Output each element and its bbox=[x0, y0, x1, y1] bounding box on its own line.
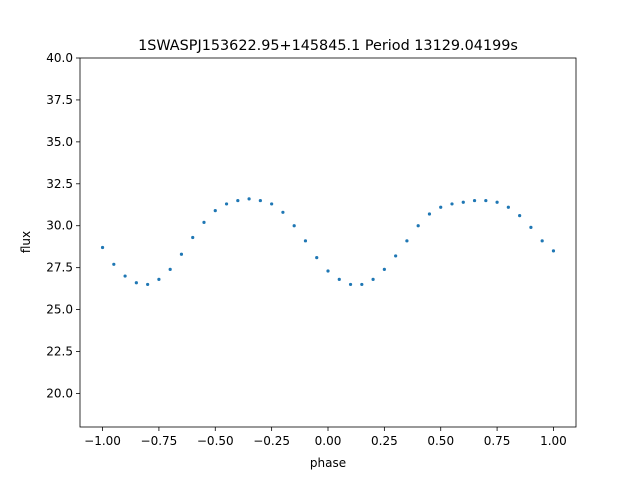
data-point bbox=[303, 239, 308, 243]
data-point bbox=[506, 205, 510, 209]
data-point bbox=[416, 224, 420, 228]
data-point bbox=[371, 277, 375, 281]
data-point bbox=[405, 239, 409, 243]
data-point bbox=[450, 202, 454, 206]
data-point bbox=[540, 239, 544, 243]
data-point bbox=[213, 209, 217, 213]
x-tick-label: 0.00 bbox=[315, 434, 342, 448]
data-point bbox=[394, 254, 398, 258]
data-point bbox=[270, 202, 274, 206]
data-point bbox=[157, 277, 161, 281]
data-point bbox=[461, 200, 465, 204]
y-tick-label: 32.5 bbox=[46, 177, 73, 191]
data-point bbox=[191, 235, 195, 240]
data-point bbox=[472, 198, 477, 203]
data-point bbox=[427, 212, 432, 216]
y-tick-label: 40.0 bbox=[46, 51, 73, 65]
data-point bbox=[236, 198, 240, 203]
data-point bbox=[382, 267, 386, 271]
data-point bbox=[202, 220, 206, 224]
data-point bbox=[179, 252, 184, 256]
data-point bbox=[495, 200, 499, 204]
x-tick-label: −0.75 bbox=[141, 434, 178, 448]
x-tick-label: −1.00 bbox=[84, 434, 121, 448]
y-tick-label: 25.0 bbox=[46, 303, 73, 317]
y-tick-label: 20.0 bbox=[46, 386, 73, 400]
data-point bbox=[224, 202, 229, 206]
data-point bbox=[484, 198, 488, 203]
data-point bbox=[292, 224, 296, 228]
x-axis-label: phase bbox=[310, 456, 346, 470]
data-point bbox=[518, 214, 522, 218]
y-tick-label: 27.5 bbox=[46, 261, 73, 275]
y-axis-label: flux bbox=[19, 231, 33, 253]
data-point bbox=[247, 197, 251, 201]
y-tick-label: 22.5 bbox=[46, 345, 73, 359]
data-point bbox=[326, 269, 330, 273]
x-tick-label: 0.75 bbox=[484, 434, 511, 448]
chart-title: 1SWASPJ153622.95+145845.1 Period 13129.0… bbox=[138, 38, 518, 54]
data-point bbox=[258, 198, 262, 203]
y-tick-label: 30.0 bbox=[46, 219, 73, 233]
data-point bbox=[123, 274, 127, 278]
data-point bbox=[315, 256, 319, 260]
data-point bbox=[529, 225, 533, 229]
data-point bbox=[360, 282, 364, 287]
data-point bbox=[551, 249, 556, 253]
data-point bbox=[146, 282, 150, 287]
y-tick-label: 37.5 bbox=[46, 93, 73, 107]
data-point bbox=[281, 210, 285, 214]
x-tick-label: −0.25 bbox=[253, 434, 290, 448]
x-tick-label: 0.25 bbox=[371, 434, 398, 448]
data-point bbox=[112, 262, 116, 266]
scatter-points bbox=[100, 197, 556, 287]
data-point bbox=[134, 281, 138, 285]
x-axis-ticks: −1.00 −0.75 −0.50 −0.25 0.00 0.25 0.50 0.75 1.00 bbox=[84, 427, 567, 448]
data-point bbox=[168, 267, 172, 271]
y-tick-label: 35.0 bbox=[46, 135, 73, 149]
x-tick-label: 0.50 bbox=[427, 434, 454, 448]
x-tick-label: −0.50 bbox=[197, 434, 234, 448]
y-axis-ticks: 20.0 22.5 25.0 27.5 30.0 32.5 35.0 37.5 40.0 bbox=[46, 51, 80, 400]
data-point bbox=[439, 205, 443, 209]
data-point bbox=[337, 277, 341, 281]
x-tick-label: 1.00 bbox=[540, 434, 567, 448]
data-point bbox=[348, 282, 353, 287]
data-point bbox=[100, 245, 105, 250]
